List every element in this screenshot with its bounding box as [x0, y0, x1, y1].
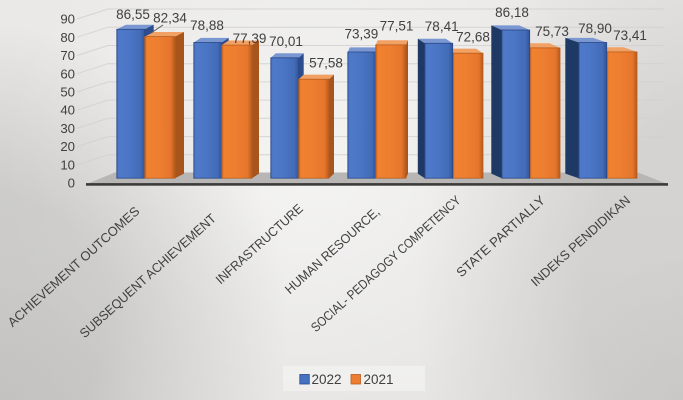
svg-text:ACHIEVEMENT OUTCOMES: ACHIEVEMENT OUTCOMES — [5, 203, 143, 329]
svg-text:77,39: 77,39 — [233, 31, 267, 46]
svg-text:2022: 2022 — [312, 372, 342, 387]
svg-text:80: 80 — [60, 30, 75, 45]
svg-text:50: 50 — [60, 85, 75, 100]
svg-text:30: 30 — [60, 121, 75, 136]
svg-text:72,68: 72,68 — [456, 30, 490, 45]
svg-text:2021: 2021 — [364, 372, 394, 387]
svg-text:77,51: 77,51 — [380, 18, 414, 33]
svg-text:75,73: 75,73 — [535, 24, 569, 39]
svg-text:73,39: 73,39 — [345, 27, 379, 42]
svg-text:70,01: 70,01 — [269, 34, 303, 49]
svg-text:40: 40 — [60, 103, 75, 118]
svg-text:INFRASTRUCTURE: INFRASTRUCTURE — [213, 201, 306, 287]
svg-text:86,55: 86,55 — [116, 7, 150, 22]
svg-text:60: 60 — [60, 66, 75, 81]
svg-text:73,41: 73,41 — [613, 28, 647, 43]
svg-text:STATE PARTIALLY: STATE PARTIALLY — [453, 192, 548, 280]
svg-text:20: 20 — [60, 139, 75, 154]
svg-text:57,58: 57,58 — [309, 55, 343, 70]
svg-text:82,34: 82,34 — [153, 10, 187, 25]
svg-text:10: 10 — [60, 157, 75, 172]
svg-text:70: 70 — [60, 48, 75, 63]
svg-text:SUBSEQUENT ACHIEVEMENT: SUBSEQUENT ACHIEVEMENT — [77, 211, 219, 341]
svg-text:0: 0 — [68, 176, 75, 191]
svg-text:SOCIAL- PEDAGOGY COMPETENCY: SOCIAL- PEDAGOGY COMPETENCY — [308, 192, 464, 334]
svg-text:78,90: 78,90 — [578, 21, 612, 36]
svg-text:86,18: 86,18 — [495, 5, 529, 20]
svg-text:78,41: 78,41 — [425, 19, 459, 34]
svg-text:90: 90 — [60, 12, 75, 27]
svg-text:78,88: 78,88 — [190, 18, 224, 33]
